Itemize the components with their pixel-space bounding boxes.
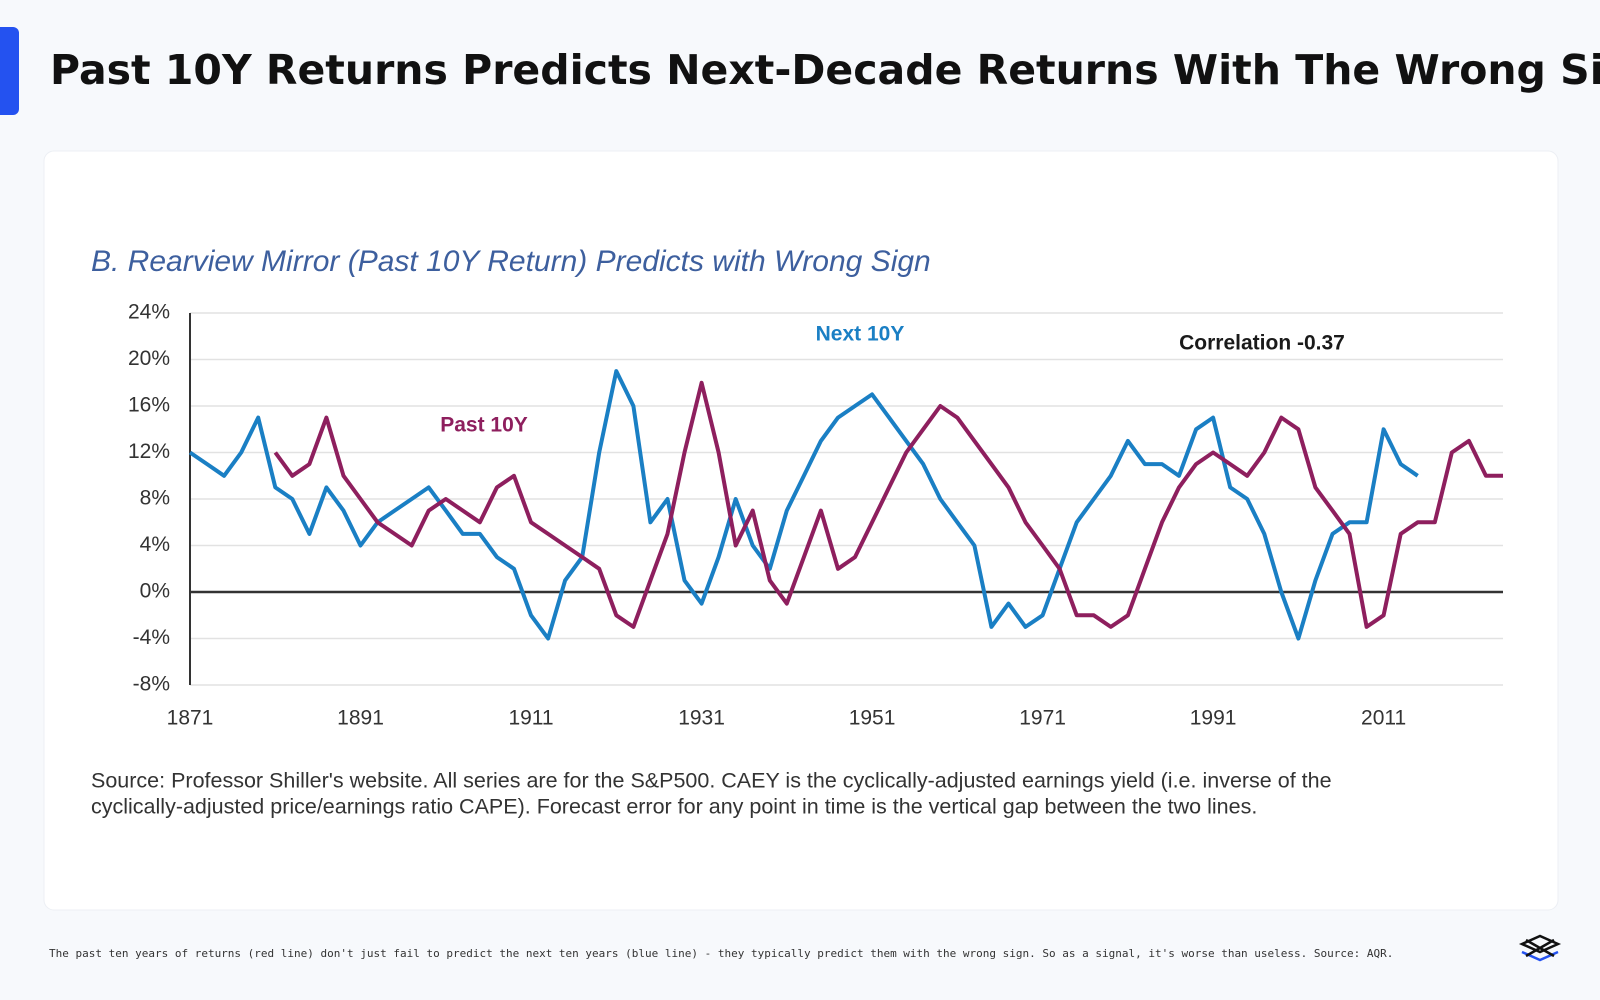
y-tick-label: 4% xyxy=(140,533,170,556)
series-line xyxy=(188,369,1419,641)
plot: -8% -4% 0% 4% 8% 12% 16% 20% 24% 1871 1891 1911 1931… xyxy=(128,301,1503,730)
x-tick-label: 1971 xyxy=(1019,707,1066,730)
y-tick-label: 16% xyxy=(128,394,170,417)
y-tick-label: 0% xyxy=(140,580,170,603)
source-note: Source: Professor Shiller's website. All… xyxy=(91,769,1332,793)
annotation: Correlation -0.37 xyxy=(1179,332,1345,355)
x-tick-label: 2011 xyxy=(1361,707,1406,730)
y-tick-label: 12% xyxy=(128,440,170,463)
card xyxy=(43,150,1559,911)
chart-title: B. Rearview Mirror (Past 10Y Return) Pre… xyxy=(91,245,931,278)
y-tick-label: -4% xyxy=(133,626,170,649)
x-tick-label: 1891 xyxy=(337,707,384,730)
slide-title: Past 10Y Returns Predicts Next-Decade Re… xyxy=(50,46,1600,94)
caption: The past ten years of returns (red line)… xyxy=(49,947,1393,960)
annotation: Past 10Y xyxy=(440,414,528,437)
y-tick-label: -8% xyxy=(133,673,170,696)
x-tick-label: 1991 xyxy=(1190,707,1237,730)
source-note: cyclically-adjusted price/earnings ratio… xyxy=(91,795,1257,819)
y-tick-label: 8% xyxy=(140,487,170,510)
logo xyxy=(1518,934,1562,962)
y-tick-label: 24% xyxy=(128,301,170,324)
x-tick-label: 1911 xyxy=(508,707,553,730)
x-tick-label: 1931 xyxy=(678,707,725,730)
annotation: Next 10Y xyxy=(816,323,905,346)
series-line xyxy=(273,380,1503,629)
y-tick-label: 20% xyxy=(128,347,170,370)
x-tick-label: 1951 xyxy=(849,707,896,730)
x-tick-label: 1871 xyxy=(167,707,214,730)
accent-tab xyxy=(0,27,19,115)
